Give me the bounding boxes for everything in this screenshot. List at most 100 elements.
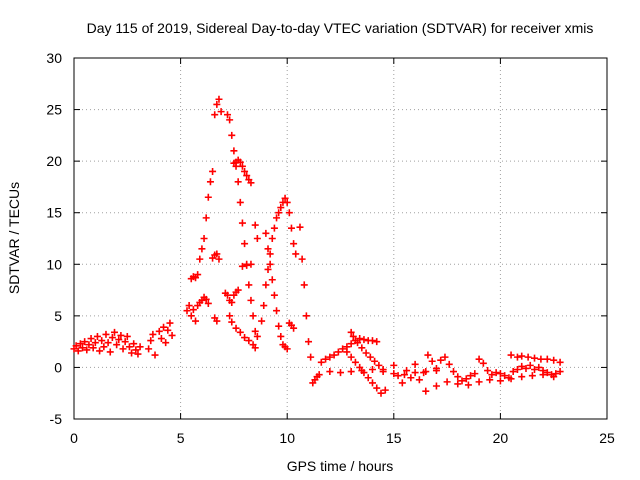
data-point: [432, 364, 440, 372]
data-point: [496, 370, 504, 378]
data-point: [484, 367, 492, 375]
data-point: [251, 344, 259, 352]
data-point: [371, 357, 379, 365]
data-point: [326, 353, 334, 361]
data-point: [273, 307, 281, 315]
data-point: [296, 223, 304, 231]
x-axis-label: GPS time / hours: [287, 458, 394, 474]
data-point: [518, 362, 526, 370]
data-point: [300, 281, 308, 289]
data-point: [228, 298, 236, 306]
data-point: [290, 240, 298, 248]
data-point: [185, 302, 193, 310]
data-point: [247, 260, 255, 268]
data-point: [454, 380, 462, 388]
data-point: [347, 328, 355, 336]
data-point: [228, 318, 236, 326]
data-point: [400, 371, 408, 379]
data-point: [462, 375, 470, 383]
data-point: [115, 336, 123, 344]
data-point: [198, 245, 206, 253]
data-point: [196, 255, 204, 263]
data-point: [285, 209, 293, 217]
data-point: [123, 332, 131, 340]
data-point: [224, 291, 232, 299]
data-point: [100, 343, 108, 351]
data-point: [226, 312, 234, 320]
data-point: [531, 365, 539, 373]
data-point: [334, 348, 342, 356]
data-point: [432, 382, 440, 390]
data-point: [292, 250, 300, 258]
data-point: [415, 376, 423, 384]
data-point: [96, 347, 104, 355]
data-point: [187, 312, 195, 320]
data-point: [537, 355, 545, 363]
data-point: [245, 281, 253, 289]
x-tick-label: 5: [177, 430, 185, 446]
data-point: [509, 368, 517, 376]
data-point: [373, 384, 381, 392]
data-point: [74, 347, 82, 355]
data-point: [422, 387, 430, 395]
data-point: [368, 365, 376, 373]
x-tick-labels: 0 5 10 15 20 25: [70, 430, 615, 446]
series: [317, 328, 440, 397]
data-point: [283, 198, 291, 206]
data-point: [249, 312, 257, 320]
data-point: [260, 302, 268, 310]
data-point: [449, 368, 457, 376]
data-points: [70, 95, 564, 397]
data-point: [104, 339, 112, 347]
data-point: [368, 337, 376, 345]
data-point: [189, 306, 197, 314]
data-point: [330, 351, 338, 359]
data-point: [326, 368, 334, 376]
data-point: [379, 368, 387, 376]
data-point: [238, 162, 246, 170]
data-point: [375, 361, 383, 369]
data-point: [236, 198, 244, 206]
data-point: [343, 348, 351, 356]
data-point: [79, 344, 87, 352]
data-point: [492, 369, 500, 377]
x-tick-label: 0: [70, 430, 78, 446]
data-point: [535, 363, 543, 371]
data-point: [513, 353, 521, 361]
data-point: [147, 337, 155, 345]
data-point: [108, 334, 116, 342]
data-point: [164, 326, 172, 334]
axis-ticks: [73, 57, 608, 420]
data-point: [202, 295, 210, 303]
data-point: [488, 371, 496, 379]
data-point: [394, 372, 402, 380]
data-point: [224, 111, 232, 119]
data-point: [368, 379, 376, 387]
data-point: [168, 331, 176, 339]
y-tick-label: 5: [54, 308, 62, 324]
data-point: [317, 358, 325, 366]
data-point: [72, 342, 80, 350]
y-tick-label: 0: [54, 359, 62, 375]
data-point: [528, 372, 536, 380]
data-point: [183, 307, 191, 315]
data-point: [443, 378, 451, 386]
y-tick-label: -5: [50, 411, 63, 427]
x-tick-label: 10: [279, 430, 295, 446]
data-point: [479, 359, 487, 367]
data-point: [475, 378, 483, 386]
x-tick-label: 15: [386, 430, 402, 446]
data-point: [277, 204, 285, 212]
data-point: [531, 354, 539, 362]
data-point: [543, 369, 551, 377]
data-point: [543, 355, 551, 363]
data-point: [322, 355, 330, 363]
data-point: [437, 356, 445, 364]
data-point: [390, 361, 398, 369]
data-point: [454, 373, 462, 381]
series: [258, 194, 323, 387]
data-point: [98, 337, 106, 345]
data-point: [111, 328, 119, 336]
data-point: [102, 330, 110, 338]
data-point: [251, 327, 259, 335]
